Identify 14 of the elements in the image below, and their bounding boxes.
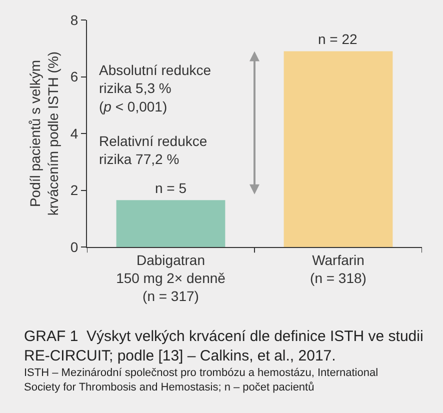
text: ISTH – Mezinárodní společnost pro trombózu a hemostázu, International Society for Thrombosis and Hemostasis; n – počet pacientů <box>24 367 378 394</box>
annotation: n = 22 <box>318 31 358 47</box>
y-tick-label: 4 <box>70 125 78 142</box>
annotation: Absolutní redukce rizika 5,3 % (p < 0,001) <box>99 62 212 114</box>
x-tick-label: Dabigatran 150 mg 2× denně (n = 317) <box>116 252 226 304</box>
y-tick-label: 8 <box>70 12 78 28</box>
text: GRAF 1 Výskyt velkých krvácení dle definice ISTH ve studii RE-CIRCUIT; podle [13] – Calkins, et al., 2017. <box>24 328 424 364</box>
y-tick-label: 0 <box>70 238 78 255</box>
y-axis-title: Podíl pacientů s velkým krvácením podle ISTH (%) <box>26 51 62 216</box>
y-tick-label: 6 <box>70 68 78 85</box>
annotation: n = 5 <box>155 180 187 196</box>
x-tick-label: Warfarin (n = 318) <box>310 252 366 286</box>
y-tick-label: 2 <box>70 182 78 198</box>
annotation: Relativní redukce rizika 77,2 % <box>99 133 208 168</box>
